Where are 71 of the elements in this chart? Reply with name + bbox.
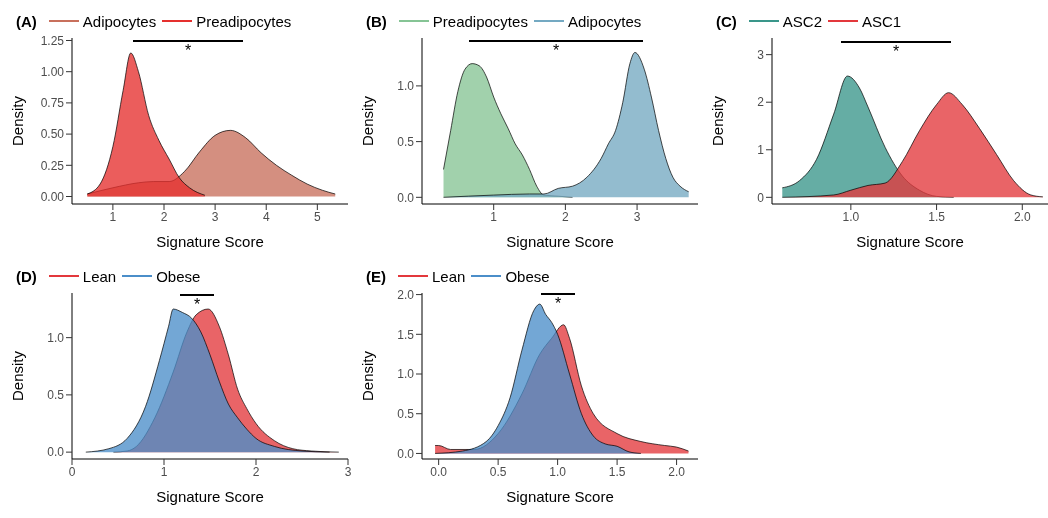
y-tick-label: 2.0 — [397, 287, 415, 302]
legend-label: ASC2 — [782, 12, 823, 30]
x-tick-label: 5 — [313, 209, 321, 224]
y-tick-label: 0.0 — [397, 190, 415, 205]
y-tick-label: 0.25 — [40, 158, 65, 173]
legend-label: Preadipocytes — [432, 12, 528, 30]
x-axis-title: Signature Score — [156, 487, 264, 505]
annotation: * — [891, 43, 901, 60]
x-tick-label: 1 — [490, 209, 498, 224]
annotation: * — [551, 42, 561, 59]
chart-title: (E) — [366, 267, 386, 285]
legend-label: Adipocytes — [82, 12, 157, 30]
y-axis-title: Density — [709, 95, 727, 147]
y-tick-label: 3 — [757, 47, 765, 62]
x-axis-title: Signature Score — [856, 232, 964, 250]
y-tick-label: 0.75 — [40, 96, 65, 111]
legend-label: Obese — [505, 267, 550, 285]
y-tick-label: 1.25 — [40, 33, 65, 48]
x-tick-label: 2 — [252, 464, 260, 479]
chart-title: (C) — [716, 12, 737, 30]
x-tick-label: 1.0 — [842, 209, 860, 224]
annotation: * — [553, 295, 563, 312]
x-tick-label: 2.0 — [1013, 209, 1031, 224]
y-tick-label: 0 — [757, 190, 765, 205]
x-tick-label: 1.5 — [928, 209, 946, 224]
y-tick-label: 0.0 — [397, 446, 415, 461]
y-axis-title: Density — [9, 95, 27, 147]
x-tick-label: 3 — [633, 209, 641, 224]
x-tick-label: 0.0 — [430, 464, 448, 479]
x-tick-label: 1.5 — [608, 464, 626, 479]
y-axis-title: Density — [359, 95, 377, 147]
x-tick-label: 3 — [344, 464, 352, 479]
x-tick-label: 2.0 — [668, 464, 686, 479]
x-axis-title: Signature Score — [156, 232, 264, 250]
legend-label: Lean — [82, 267, 117, 285]
x-tick-label: 2 — [562, 209, 570, 224]
y-tick-label: 1.00 — [40, 64, 65, 79]
legend-label: ASC1 — [862, 12, 902, 30]
legend-label: Adipocytes — [567, 12, 642, 30]
y-axis-title: Density — [359, 350, 377, 402]
chart-title: (D) — [16, 267, 37, 285]
x-tick-label: 2 — [160, 209, 168, 224]
legend-label: Preadipocytes — [196, 12, 292, 30]
x-tick-label: 0 — [68, 464, 76, 479]
y-tick-label: 0.50 — [40, 127, 65, 142]
annotation: * — [192, 296, 202, 313]
x-tick-label: 3 — [211, 209, 219, 224]
x-tick-label: 4 — [262, 209, 270, 224]
x-tick-label: 0.5 — [489, 464, 507, 479]
y-tick-label: 0.5 — [397, 406, 415, 421]
chart-title: (A) — [16, 12, 37, 30]
chart-title: (B) — [366, 12, 387, 30]
y-tick-label: 0.5 — [47, 388, 65, 403]
y-tick-label: 0.0 — [47, 445, 65, 460]
x-axis-title: Signature Score — [506, 232, 614, 250]
x-tick-label: 1 — [109, 209, 117, 224]
y-tick-label: 1.0 — [397, 367, 415, 382]
y-tick-label: 1.5 — [397, 327, 415, 342]
legend-label: Obese — [156, 267, 201, 285]
x-tick-label: 1 — [160, 464, 168, 479]
legend-label: Lean — [432, 267, 466, 285]
x-tick-label: 1.0 — [549, 464, 567, 479]
y-axis-title: Density — [9, 350, 27, 402]
y-tick-label: 1 — [757, 143, 765, 158]
annotation: * — [183, 42, 193, 59]
y-tick-label: 2 — [757, 95, 765, 110]
y-tick-label: 1.0 — [47, 330, 65, 345]
x-axis-title: Signature Score — [506, 487, 614, 505]
y-tick-label: 1.0 — [397, 79, 415, 94]
y-tick-label: 0.00 — [40, 189, 65, 204]
y-tick-label: 0.5 — [397, 134, 415, 149]
